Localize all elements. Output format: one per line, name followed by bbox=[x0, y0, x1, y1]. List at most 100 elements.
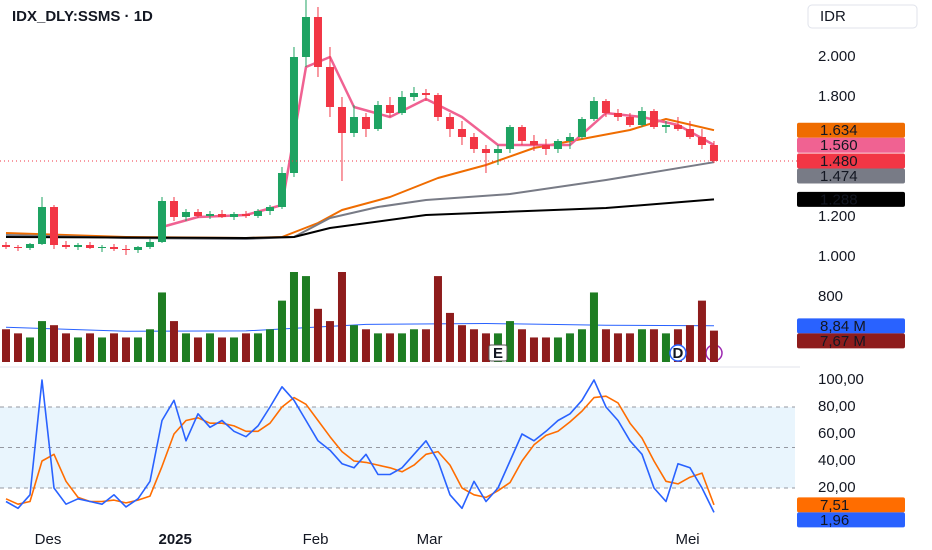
candle-body bbox=[241, 214, 250, 216]
volume-bar bbox=[301, 276, 310, 362]
candle-body bbox=[229, 214, 238, 217]
moving-average bbox=[5, 198, 715, 239]
candle-body bbox=[85, 245, 94, 248]
x-tick-label: 2025 bbox=[159, 531, 192, 548]
volume-bar bbox=[577, 329, 586, 362]
x-tick-label: Feb bbox=[303, 531, 329, 548]
candle-body bbox=[541, 145, 550, 149]
candle-body bbox=[337, 107, 346, 133]
value-label: 1.634 bbox=[820, 122, 858, 139]
candle-body bbox=[625, 117, 634, 125]
candle-body bbox=[589, 101, 598, 119]
candle-body bbox=[577, 119, 586, 137]
candle-body bbox=[181, 212, 190, 217]
candle-body bbox=[109, 247, 118, 249]
value-label: 1.474 bbox=[820, 168, 858, 185]
volume-bar bbox=[217, 337, 226, 362]
value-label: 1.560 bbox=[820, 137, 858, 154]
volume-bar bbox=[313, 308, 322, 362]
value-label: 7,51 bbox=[820, 497, 849, 514]
candle-body bbox=[361, 117, 370, 129]
candle-body bbox=[397, 97, 406, 113]
volume-bar bbox=[61, 333, 70, 362]
candle-body bbox=[505, 127, 514, 149]
value-label-box bbox=[797, 168, 905, 184]
volume-bar bbox=[277, 300, 286, 362]
value-label: 7,67 M bbox=[820, 333, 866, 350]
volume-bar bbox=[697, 300, 706, 362]
stoch-tick-label: 20,00 bbox=[818, 479, 856, 496]
volume-bar bbox=[481, 333, 490, 362]
stoch-tick-label: 40,00 bbox=[818, 452, 856, 469]
candle-body bbox=[205, 214, 214, 216]
candle-body bbox=[637, 111, 646, 125]
candle-body bbox=[661, 125, 670, 127]
value-label-box bbox=[797, 318, 905, 334]
volume-bar bbox=[469, 329, 478, 362]
value-label-box bbox=[797, 191, 905, 207]
candle-body bbox=[529, 141, 538, 145]
candle-body bbox=[685, 129, 694, 137]
value-label: 8,84 M bbox=[820, 318, 866, 335]
candle-body bbox=[37, 207, 46, 244]
volume-bar bbox=[49, 325, 58, 362]
volume-bar bbox=[457, 325, 466, 362]
stoch-background bbox=[0, 406, 795, 489]
value-label-box bbox=[797, 122, 905, 138]
stoch-tick-label: 100,00 bbox=[818, 371, 864, 388]
candle-body bbox=[193, 212, 202, 216]
stoch-k bbox=[5, 379, 715, 513]
volume-bar bbox=[229, 337, 238, 362]
volume-bar bbox=[349, 325, 358, 362]
volume-bar bbox=[409, 329, 418, 362]
volume-bar bbox=[97, 337, 106, 362]
y-tick-label: 1.800 bbox=[818, 88, 856, 105]
value-label-box bbox=[797, 497, 905, 513]
candle-body bbox=[517, 127, 526, 141]
volume-bar bbox=[73, 337, 82, 362]
value-label: 1.288 bbox=[820, 191, 858, 208]
candle-body bbox=[25, 244, 34, 248]
volume-bar bbox=[505, 321, 514, 362]
volume-bar bbox=[121, 337, 130, 362]
volume-bar bbox=[385, 333, 394, 362]
volume-bar bbox=[433, 276, 442, 362]
volume-bar bbox=[361, 329, 370, 362]
stoch-tick-label: 60,00 bbox=[818, 425, 856, 442]
volume-bar bbox=[397, 333, 406, 362]
value-label: 1.480 bbox=[820, 153, 858, 170]
candle-body bbox=[445, 117, 454, 129]
volume-ma bbox=[5, 323, 715, 332]
candle-body bbox=[265, 207, 274, 211]
volume-bar bbox=[421, 329, 430, 362]
value-label-box bbox=[797, 512, 905, 528]
volume-bar bbox=[169, 321, 178, 362]
volume-bar bbox=[37, 321, 46, 362]
volume-bar bbox=[445, 312, 454, 362]
volume-bar bbox=[145, 329, 154, 362]
candle-body bbox=[385, 105, 394, 113]
event-label: E bbox=[493, 345, 503, 362]
value-label-box bbox=[797, 333, 905, 349]
volume-bar bbox=[373, 333, 382, 362]
candle-body bbox=[217, 214, 226, 217]
y-tick-label: 800 bbox=[818, 288, 843, 305]
currency-button[interactable] bbox=[807, 4, 918, 29]
volume-bar bbox=[637, 329, 646, 362]
volume-bar bbox=[541, 337, 550, 362]
volume-bar bbox=[253, 333, 262, 362]
candle-body bbox=[289, 57, 298, 173]
candle-body bbox=[373, 105, 382, 129]
volume-bar bbox=[709, 330, 718, 362]
volume-bar bbox=[325, 321, 334, 362]
candle-body bbox=[169, 201, 178, 217]
x-tick-label: Mar bbox=[417, 531, 443, 548]
candle-body bbox=[649, 111, 658, 127]
volume-bar bbox=[649, 329, 658, 362]
volume-bar bbox=[529, 337, 538, 362]
candle-body bbox=[157, 201, 166, 242]
candle-body bbox=[409, 93, 418, 97]
candle-body bbox=[1, 245, 10, 247]
volume-bar bbox=[1, 329, 10, 362]
currency-label[interactable]: IDR bbox=[820, 8, 846, 25]
